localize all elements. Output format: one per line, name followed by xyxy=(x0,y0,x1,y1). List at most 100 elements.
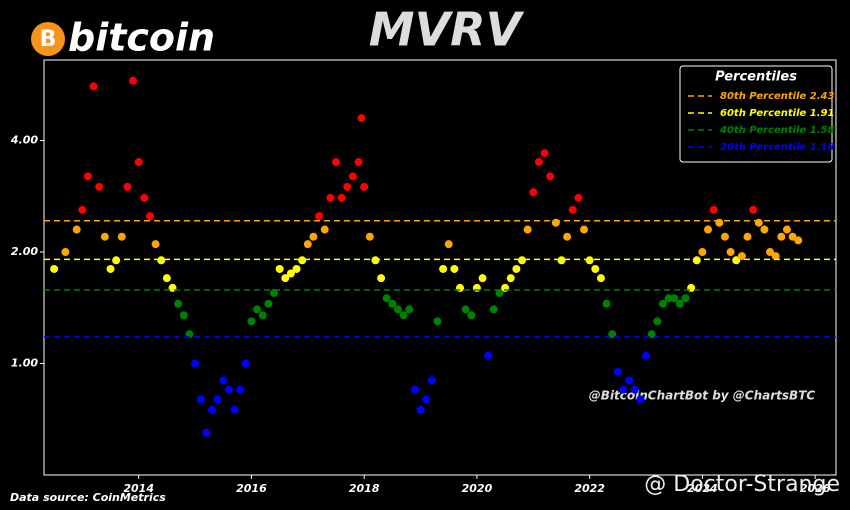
point xyxy=(720,232,729,241)
point xyxy=(382,294,391,303)
point xyxy=(224,385,233,394)
point xyxy=(337,193,346,202)
point xyxy=(247,317,256,326)
point xyxy=(354,158,363,167)
point xyxy=(619,385,628,394)
point xyxy=(596,274,605,283)
point xyxy=(405,305,414,314)
annotation: @BitcoinChartBot by @ChartsBTC xyxy=(589,389,816,403)
point xyxy=(704,225,713,234)
point xyxy=(489,305,498,314)
point xyxy=(788,232,797,241)
x-tick-label: 2020 xyxy=(462,482,493,495)
point xyxy=(123,182,132,191)
watermark: @ Doctor-Strange xyxy=(644,472,840,497)
point xyxy=(754,218,763,227)
point xyxy=(653,317,662,326)
point xyxy=(427,376,436,385)
x-tick-label: 2014 xyxy=(123,482,154,495)
point xyxy=(61,248,70,257)
point xyxy=(157,256,166,265)
point xyxy=(348,172,357,181)
point xyxy=(478,274,487,283)
point xyxy=(326,193,335,202)
x-tick-label: 2026 xyxy=(800,482,831,495)
point xyxy=(298,256,307,265)
point xyxy=(315,212,324,221)
point xyxy=(506,274,515,283)
point xyxy=(360,182,369,191)
point xyxy=(782,225,791,234)
point xyxy=(777,232,786,241)
point xyxy=(196,395,205,404)
chart-title: MVRV xyxy=(369,3,525,57)
point xyxy=(241,359,250,368)
point xyxy=(388,299,397,308)
point xyxy=(625,376,634,385)
point xyxy=(145,212,154,221)
point xyxy=(117,232,126,241)
point xyxy=(357,114,366,123)
point xyxy=(692,256,701,265)
point xyxy=(771,252,780,261)
point xyxy=(179,311,188,320)
point xyxy=(732,256,741,265)
point xyxy=(726,248,735,257)
point xyxy=(461,305,470,314)
point xyxy=(371,256,380,265)
point xyxy=(394,305,403,314)
point xyxy=(794,236,803,245)
point xyxy=(275,264,284,273)
point xyxy=(112,256,121,265)
point xyxy=(410,385,419,394)
point xyxy=(343,182,352,191)
point xyxy=(698,248,707,257)
point xyxy=(213,395,222,404)
point xyxy=(670,294,679,303)
point xyxy=(580,225,589,234)
logo-text: bitcoin xyxy=(68,16,215,60)
point xyxy=(766,248,775,257)
point xyxy=(501,283,510,292)
plot-frame xyxy=(43,59,837,476)
point xyxy=(219,376,228,385)
point xyxy=(444,240,453,249)
point xyxy=(433,317,442,326)
point xyxy=(281,274,290,283)
point xyxy=(151,240,160,249)
point xyxy=(50,264,59,273)
point xyxy=(715,218,724,227)
point xyxy=(78,205,87,214)
point xyxy=(236,385,245,394)
source: Data source: CoinMetrics xyxy=(10,491,166,504)
point xyxy=(709,205,718,214)
point xyxy=(416,405,425,414)
point xyxy=(191,359,200,368)
legend-label: 20th Percentile 1.18 xyxy=(720,142,835,153)
point xyxy=(687,283,696,292)
point xyxy=(613,367,622,376)
point xyxy=(106,264,115,273)
legend-box xyxy=(679,65,833,163)
x-tick-label: 2024 xyxy=(687,482,718,495)
point xyxy=(207,405,216,414)
point xyxy=(743,232,752,241)
point xyxy=(568,205,577,214)
point xyxy=(83,172,92,181)
point xyxy=(399,311,408,320)
point xyxy=(365,232,374,241)
point xyxy=(134,158,143,167)
point xyxy=(292,264,301,273)
point xyxy=(512,264,521,273)
point xyxy=(760,225,769,234)
point xyxy=(585,256,594,265)
point xyxy=(89,82,98,91)
legend-label: 80th Percentile 2.43 xyxy=(720,91,835,102)
point xyxy=(269,289,278,298)
point xyxy=(162,274,171,283)
point xyxy=(518,256,527,265)
point xyxy=(737,252,746,261)
point xyxy=(100,232,109,241)
point xyxy=(664,294,673,303)
